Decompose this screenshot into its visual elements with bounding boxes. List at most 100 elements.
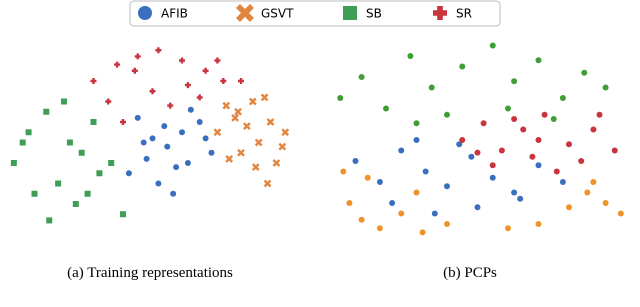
point (517, 195, 524, 202)
point (602, 200, 609, 206)
point (480, 120, 487, 127)
point (398, 210, 405, 217)
point (208, 149, 215, 156)
point (352, 158, 359, 164)
caption: (b) PCPs (443, 265, 497, 281)
point (358, 216, 365, 223)
point (428, 84, 435, 91)
point (474, 149, 481, 156)
point (413, 189, 420, 196)
point (179, 129, 185, 136)
point (266, 118, 275, 126)
point (251, 163, 260, 171)
point (550, 116, 557, 122)
point (407, 53, 414, 59)
point (272, 159, 281, 167)
legend-label: SR (456, 7, 472, 21)
point (213, 128, 222, 137)
caption: (a) Training representations (67, 265, 233, 281)
point (474, 204, 481, 211)
point (529, 153, 536, 160)
point (90, 78, 97, 84)
point (202, 67, 209, 74)
legend-label: GSVT (261, 7, 294, 21)
point (346, 200, 353, 206)
point (131, 67, 138, 74)
point (611, 147, 618, 154)
point (281, 128, 290, 137)
point (581, 69, 588, 76)
point (10, 160, 17, 166)
point (578, 158, 585, 164)
point (364, 174, 371, 181)
point (278, 142, 287, 151)
point (78, 149, 85, 156)
point (535, 137, 542, 143)
point (155, 47, 162, 54)
point (25, 129, 32, 136)
point (149, 135, 156, 142)
point (498, 147, 505, 154)
point (444, 183, 450, 190)
point (263, 179, 272, 188)
point (173, 164, 180, 171)
point (108, 160, 115, 166)
point (243, 122, 251, 130)
point (535, 162, 542, 169)
point (489, 162, 496, 169)
point (459, 137, 466, 143)
point (231, 114, 239, 122)
point (234, 107, 242, 116)
point (143, 155, 150, 162)
point (617, 210, 624, 217)
legend-marker (433, 6, 447, 20)
point (120, 211, 126, 218)
point (456, 141, 463, 148)
point (167, 102, 174, 109)
point (248, 97, 257, 106)
point (602, 84, 609, 91)
point (444, 111, 450, 118)
point (511, 116, 518, 122)
legend-marker (236, 4, 254, 22)
point (398, 147, 405, 154)
point (114, 61, 121, 68)
point (134, 53, 141, 60)
point (559, 95, 566, 101)
point (46, 217, 53, 224)
point (105, 98, 112, 105)
legend-label: AFIB (161, 7, 188, 21)
point (96, 170, 103, 177)
point (358, 74, 365, 80)
point (161, 123, 168, 130)
point (489, 174, 496, 181)
point (84, 190, 91, 197)
legend-label: SB (366, 7, 382, 21)
point (254, 138, 263, 147)
legend-marker (343, 6, 357, 20)
point (413, 137, 420, 143)
point (196, 119, 203, 125)
point (566, 204, 572, 211)
point (149, 88, 156, 95)
point (520, 126, 527, 133)
point (590, 179, 597, 185)
point (184, 82, 191, 89)
point (535, 221, 542, 227)
point (505, 105, 511, 112)
point (220, 78, 227, 84)
point (214, 57, 221, 64)
point (31, 190, 38, 197)
point (511, 78, 518, 85)
point (431, 210, 438, 217)
point (584, 189, 591, 196)
point (541, 111, 548, 118)
point (237, 148, 245, 157)
point (376, 179, 383, 185)
point (590, 126, 597, 133)
point (222, 101, 231, 110)
point (155, 180, 162, 187)
point (225, 155, 234, 163)
point (553, 168, 560, 175)
